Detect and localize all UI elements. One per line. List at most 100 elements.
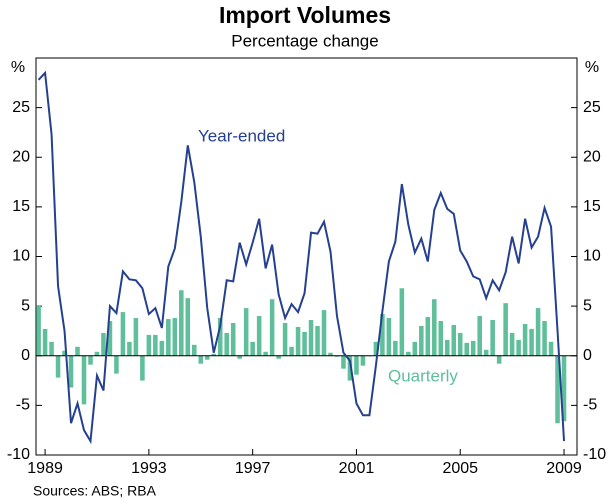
y-unit: %	[11, 59, 25, 76]
bar	[380, 314, 385, 356]
y2-tick-label: 0	[583, 347, 592, 364]
bar	[470, 340, 476, 356]
x-tick-label: 1997	[235, 460, 271, 477]
bar	[250, 341, 255, 356]
bar	[347, 355, 353, 381]
bar	[276, 355, 281, 359]
bar	[289, 346, 294, 356]
bar	[114, 355, 119, 374]
bar	[133, 318, 139, 356]
bar	[88, 355, 93, 365]
y2-tick-label: -5	[583, 397, 597, 414]
bar	[81, 355, 87, 405]
bar	[68, 355, 74, 388]
bar	[399, 288, 405, 356]
x-tick-label: 2009	[546, 460, 582, 477]
bar	[204, 355, 210, 360]
bar	[529, 328, 534, 356]
bar	[127, 341, 132, 356]
y-tick-label: 5	[21, 297, 30, 314]
bar	[509, 332, 515, 356]
bar	[561, 355, 567, 422]
bar	[62, 350, 67, 356]
bar	[432, 299, 437, 356]
bar	[522, 323, 528, 356]
bar	[42, 328, 48, 356]
y-tick-label: 0	[21, 347, 30, 364]
bar	[503, 303, 508, 356]
y-tick-label: -5	[16, 397, 30, 414]
bar	[256, 316, 262, 356]
bar	[263, 351, 268, 356]
y-tick-label: 10	[12, 248, 30, 265]
bar	[419, 325, 424, 356]
bar	[386, 318, 392, 356]
y2-tick-label: 20	[583, 148, 601, 165]
y-tick-label: 25	[12, 99, 30, 116]
bar	[542, 321, 547, 356]
bar	[153, 334, 158, 356]
bar	[159, 340, 165, 356]
y-tick-label: 15	[12, 198, 30, 215]
bar	[107, 321, 113, 356]
bar	[237, 355, 242, 359]
bar	[211, 353, 217, 356]
y2-tick-label: 25	[583, 99, 601, 116]
y2-tick-label: 15	[583, 198, 601, 215]
x-tick-label: 2001	[339, 460, 375, 477]
bar	[269, 299, 275, 356]
bar	[101, 332, 106, 356]
bar	[146, 334, 152, 356]
bar	[328, 352, 333, 356]
bar	[555, 355, 560, 424]
bar	[496, 355, 502, 364]
plot-frame	[35, 57, 578, 456]
bar	[438, 321, 444, 356]
bar	[412, 341, 418, 356]
bar	[230, 322, 236, 356]
chart-subtitle: Percentage change	[231, 31, 378, 50]
bar	[217, 318, 223, 356]
bar	[315, 325, 320, 356]
y-tick-label: 20	[12, 148, 30, 165]
x-tick-label: 1989	[27, 460, 63, 477]
bar	[341, 355, 346, 369]
bar	[192, 344, 197, 356]
source: Sources: ABS; RBA	[33, 483, 157, 499]
bar	[360, 355, 366, 366]
bar	[477, 316, 482, 356]
bar	[94, 351, 100, 356]
bar	[224, 332, 229, 356]
bar	[457, 332, 463, 356]
bar	[516, 339, 521, 356]
bar	[55, 355, 61, 378]
bar	[393, 340, 398, 356]
bar	[548, 341, 554, 356]
x-tick-label: 1993	[131, 460, 167, 477]
y2-unit: %	[585, 59, 599, 76]
y2-tick-label: 10	[583, 248, 601, 265]
bar	[140, 355, 145, 381]
bar	[483, 349, 489, 356]
bar	[425, 317, 431, 356]
series-label: Year-ended	[198, 126, 285, 145]
bar	[75, 346, 80, 356]
bar	[295, 326, 301, 356]
bar	[321, 310, 327, 356]
series-label: Quarterly	[388, 366, 458, 385]
bar	[243, 308, 249, 356]
bar	[302, 331, 307, 356]
bar	[406, 351, 411, 356]
bar	[179, 290, 184, 356]
bar	[282, 322, 288, 356]
line	[37, 70, 566, 445]
bar	[308, 320, 314, 356]
bar	[36, 305, 41, 356]
x-tick-label: 2005	[442, 460, 478, 477]
y2-tick-label: -10	[583, 446, 606, 463]
bar	[172, 318, 178, 356]
bar	[490, 320, 495, 356]
y2-tick-label: 5	[583, 297, 592, 314]
bar	[451, 324, 457, 356]
